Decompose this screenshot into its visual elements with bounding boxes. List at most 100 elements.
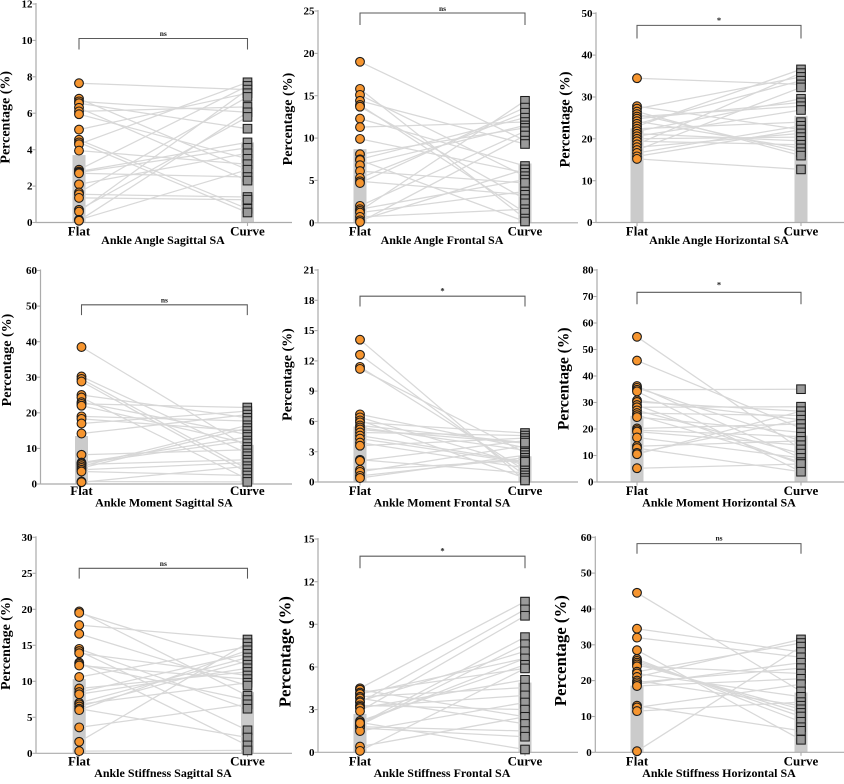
svg-text:50: 50 xyxy=(581,568,593,580)
svg-text:15: 15 xyxy=(304,325,316,337)
svg-text:Percentage (%): Percentage (%) xyxy=(0,313,15,406)
svg-text:Percentage (%): Percentage (%) xyxy=(281,328,296,421)
svg-text:*: * xyxy=(717,279,721,289)
svg-text:Curve: Curve xyxy=(230,224,265,239)
svg-text:0: 0 xyxy=(586,747,592,759)
svg-text:Curve: Curve xyxy=(230,483,265,498)
svg-text:Percentage (%): Percentage (%) xyxy=(0,71,14,164)
svg-text:15: 15 xyxy=(304,90,316,102)
svg-text:Flat: Flat xyxy=(349,224,372,239)
svg-text:10: 10 xyxy=(304,133,316,145)
svg-text:10: 10 xyxy=(581,711,593,723)
svg-text:0: 0 xyxy=(588,477,594,489)
svg-text:25: 25 xyxy=(22,568,34,580)
svg-text:*: * xyxy=(717,15,721,25)
svg-text:60: 60 xyxy=(26,265,38,277)
svg-text:Ankle Moment Frontal SA: Ankle Moment Frontal SA xyxy=(374,496,511,510)
svg-text:20: 20 xyxy=(583,424,595,436)
svg-text:Percentage (%): Percentage (%) xyxy=(0,597,14,690)
svg-text:10: 10 xyxy=(22,35,34,47)
svg-text:30: 30 xyxy=(582,92,594,104)
svg-text:Flat: Flat xyxy=(626,224,649,239)
svg-text:Ankle Angle Frontal SA: Ankle Angle Frontal SA xyxy=(381,233,504,247)
svg-text:Percentage (%): Percentage (%) xyxy=(276,596,295,707)
svg-text:Percentage (%): Percentage (%) xyxy=(281,72,296,165)
svg-text:12: 12 xyxy=(304,356,316,368)
svg-text:5: 5 xyxy=(27,712,33,724)
svg-text:20: 20 xyxy=(304,48,316,60)
svg-text:15: 15 xyxy=(304,534,316,546)
svg-text:60: 60 xyxy=(581,532,593,544)
svg-text:Ankle Moment Sagittal SA: Ankle Moment Sagittal SA xyxy=(95,496,233,510)
svg-text:10: 10 xyxy=(26,443,38,455)
svg-text:0: 0 xyxy=(309,477,315,489)
svg-text:Percentage (%): Percentage (%) xyxy=(551,595,570,706)
svg-text:10: 10 xyxy=(583,450,595,462)
svg-text:0: 0 xyxy=(27,217,33,229)
svg-text:Curve: Curve xyxy=(508,224,543,239)
svg-text:10: 10 xyxy=(22,676,34,688)
svg-text:Ankle Stiffness Sagittal SA: Ankle Stiffness Sagittal SA xyxy=(94,766,232,779)
svg-text:Percentage (%): Percentage (%) xyxy=(555,328,572,431)
svg-text:Ankle Angle Sagittal SA: Ankle Angle Sagittal SA xyxy=(101,233,225,247)
svg-text:10: 10 xyxy=(582,175,594,187)
svg-text:6: 6 xyxy=(27,108,33,120)
svg-text:0: 0 xyxy=(587,217,593,229)
svg-text:40: 40 xyxy=(26,336,38,348)
svg-text:Flat: Flat xyxy=(349,483,372,498)
svg-text:2: 2 xyxy=(27,181,33,193)
svg-text:ns: ns xyxy=(160,29,167,38)
svg-text:30: 30 xyxy=(22,532,34,544)
svg-text:0: 0 xyxy=(309,217,315,229)
svg-text:Ankle Moment Horizontal SA: Ankle Moment Horizontal SA xyxy=(642,496,796,510)
svg-text:70: 70 xyxy=(583,291,595,303)
svg-text:30: 30 xyxy=(26,372,38,384)
svg-text:0: 0 xyxy=(309,747,315,759)
svg-text:6: 6 xyxy=(309,662,315,674)
svg-text:4: 4 xyxy=(27,144,33,156)
svg-text:50: 50 xyxy=(583,344,595,356)
svg-text:ns: ns xyxy=(439,4,446,13)
svg-text:25: 25 xyxy=(304,6,316,18)
svg-text:12: 12 xyxy=(22,0,34,11)
svg-text:40: 40 xyxy=(581,604,593,616)
svg-text:15: 15 xyxy=(22,640,34,652)
svg-text:40: 40 xyxy=(583,371,595,383)
svg-text:9: 9 xyxy=(309,619,315,631)
svg-text:20: 20 xyxy=(26,407,38,419)
svg-text:9: 9 xyxy=(309,386,315,398)
svg-text:0: 0 xyxy=(27,748,33,760)
svg-text:21: 21 xyxy=(304,265,315,277)
svg-text:Curve: Curve xyxy=(230,754,265,769)
svg-text:*: * xyxy=(440,286,444,296)
svg-text:Flat: Flat xyxy=(68,224,91,239)
svg-text:Ankle Stiffness Horizontal SA: Ankle Stiffness Horizontal SA xyxy=(642,766,796,779)
svg-text:Curve: Curve xyxy=(508,483,543,498)
svg-text:20: 20 xyxy=(581,675,593,687)
svg-text:ns: ns xyxy=(715,534,722,543)
svg-text:6: 6 xyxy=(309,416,315,428)
svg-text:Percentage (%): Percentage (%) xyxy=(558,71,574,167)
svg-text:Flat: Flat xyxy=(349,754,372,769)
svg-text:3: 3 xyxy=(309,446,315,458)
svg-text:30: 30 xyxy=(583,397,595,409)
svg-text:5: 5 xyxy=(309,175,315,187)
svg-text:20: 20 xyxy=(22,604,34,616)
svg-text:12: 12 xyxy=(304,576,316,588)
svg-text:20: 20 xyxy=(582,133,594,145)
svg-text:ns: ns xyxy=(161,295,168,304)
svg-text:Ankle Stiffness Frontal SA: Ankle Stiffness Frontal SA xyxy=(374,766,511,779)
svg-text:18: 18 xyxy=(304,295,316,307)
svg-text:40: 40 xyxy=(582,50,594,62)
svg-text:80: 80 xyxy=(583,265,595,277)
svg-text:Ankle Angle Horizontal SA: Ankle Angle Horizontal SA xyxy=(649,233,789,247)
svg-text:50: 50 xyxy=(26,301,38,313)
svg-text:30: 30 xyxy=(581,639,593,651)
svg-text:0: 0 xyxy=(32,479,38,491)
svg-text:50: 50 xyxy=(582,8,594,20)
svg-text:*: * xyxy=(440,546,444,556)
svg-text:Curve: Curve xyxy=(784,224,819,239)
svg-text:Flat: Flat xyxy=(68,754,91,769)
svg-text:3: 3 xyxy=(309,704,315,716)
svg-text:60: 60 xyxy=(583,318,595,330)
